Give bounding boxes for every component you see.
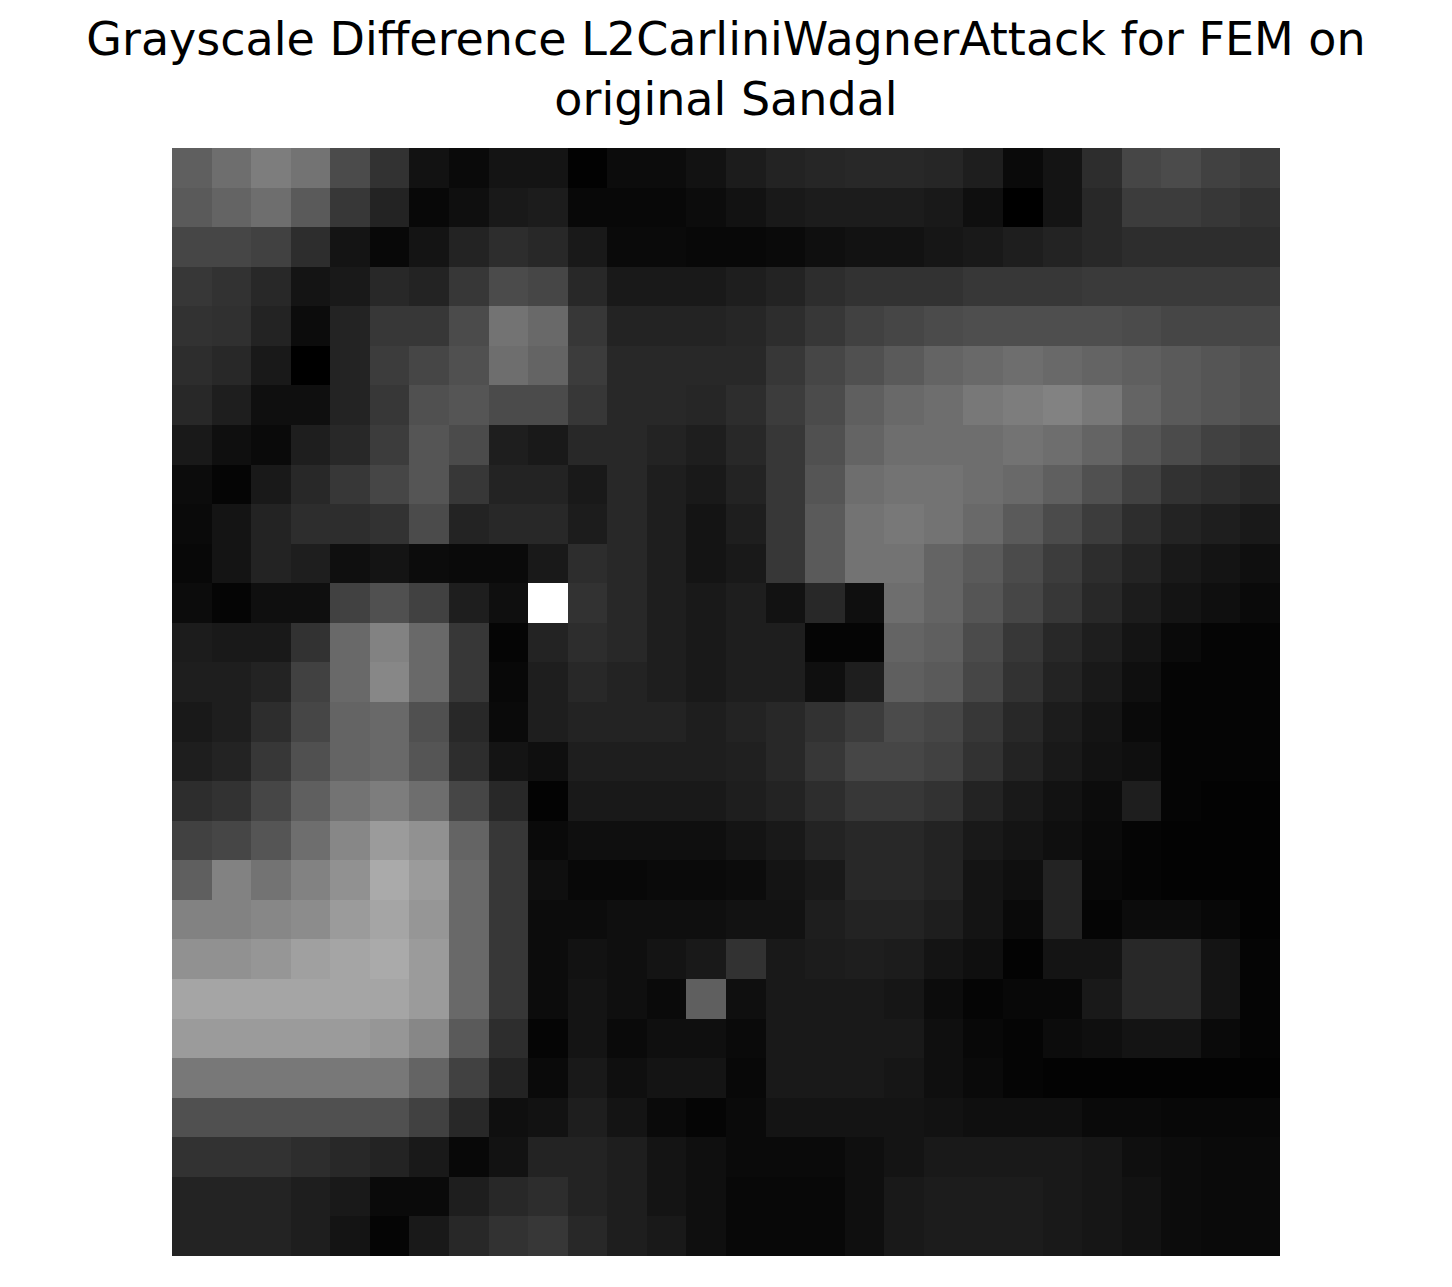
svg-text:Grayscale Difference L2Carlini: Grayscale Difference L2CarliniWagnerAtta… [86,12,1365,126]
